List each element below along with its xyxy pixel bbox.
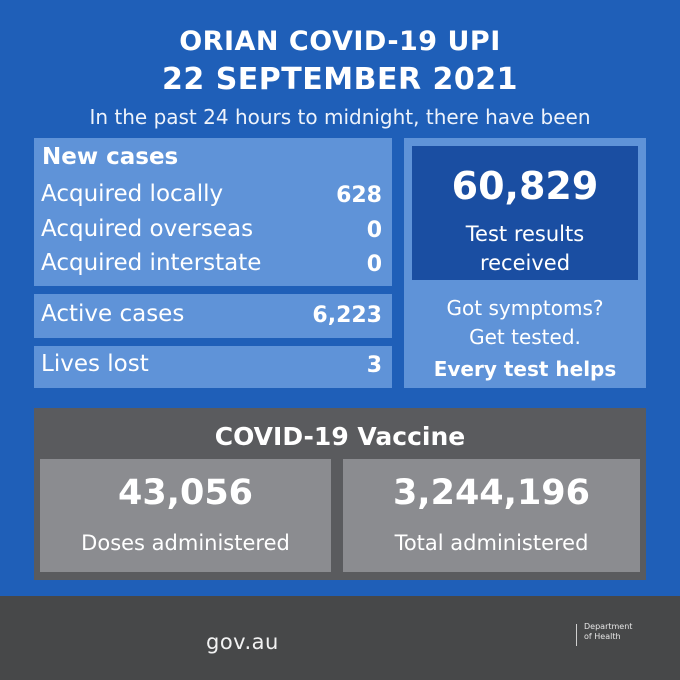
total-card: 3,244,196 Total administered [343, 459, 640, 572]
doses-value: 43,056 [117, 473, 254, 513]
page-title-date: 22 SEPTEMBER 2021 [162, 62, 518, 97]
page-title-line1: ORIAN COVID-19 UPI [179, 26, 501, 57]
test-results-caption-line1: Test results [465, 222, 585, 246]
new-cases-heading: New cases [42, 144, 179, 170]
acquired-overseas-value: 0 [366, 218, 382, 243]
new-cases-panel: New cases Acquired locally 628 Acquired … [34, 138, 392, 286]
lives-lost-value: 3 [366, 353, 382, 378]
test-results-caption-line2: received [479, 251, 571, 275]
acquired-overseas-label: Acquired overseas [41, 216, 254, 242]
active-cases-label: Active cases [41, 301, 185, 327]
footer: gov.au Department of Health [0, 596, 680, 680]
department-of-health-logo: Department of Health [584, 622, 654, 642]
symptoms-line2: Get tested. [469, 325, 581, 349]
page-subtitle: In the past 24 hours to midnight, there … [89, 105, 591, 129]
lives-lost-panel: Lives lost 3 [34, 346, 392, 388]
active-cases-panel: Active cases 6,223 [34, 294, 392, 338]
acquired-interstate-label: Acquired interstate [41, 250, 262, 276]
test-results-box: 60,829 Test results received [409, 143, 641, 283]
acquired-locally-label: Acquired locally [41, 181, 224, 207]
footer-url[interactable]: gov.au [206, 630, 279, 654]
department-line2: of Health [584, 632, 621, 641]
acquired-locally-value: 628 [336, 183, 382, 208]
doses-card: 43,056 Doses administered [40, 459, 331, 572]
total-label: Total administered [394, 531, 589, 555]
symptoms-line3: Every test helps [433, 357, 617, 381]
active-cases-value: 6,223 [312, 303, 382, 328]
test-results-value: 60,829 [451, 164, 599, 208]
acquired-interstate-value: 0 [366, 252, 382, 277]
department-divider [576, 624, 577, 646]
vaccine-section: COVID-19 Vaccine 43,056 Doses administer… [34, 408, 646, 580]
tests-panel: 60,829 Test results received Got symptom… [404, 138, 646, 388]
department-line1: Department [584, 622, 633, 631]
vaccine-title: COVID-19 Vaccine [214, 422, 466, 451]
symptoms-line1: Got symptoms? [446, 296, 604, 320]
doses-label: Doses administered [81, 531, 290, 555]
lives-lost-label: Lives lost [41, 351, 149, 377]
total-value: 3,244,196 [392, 473, 591, 513]
